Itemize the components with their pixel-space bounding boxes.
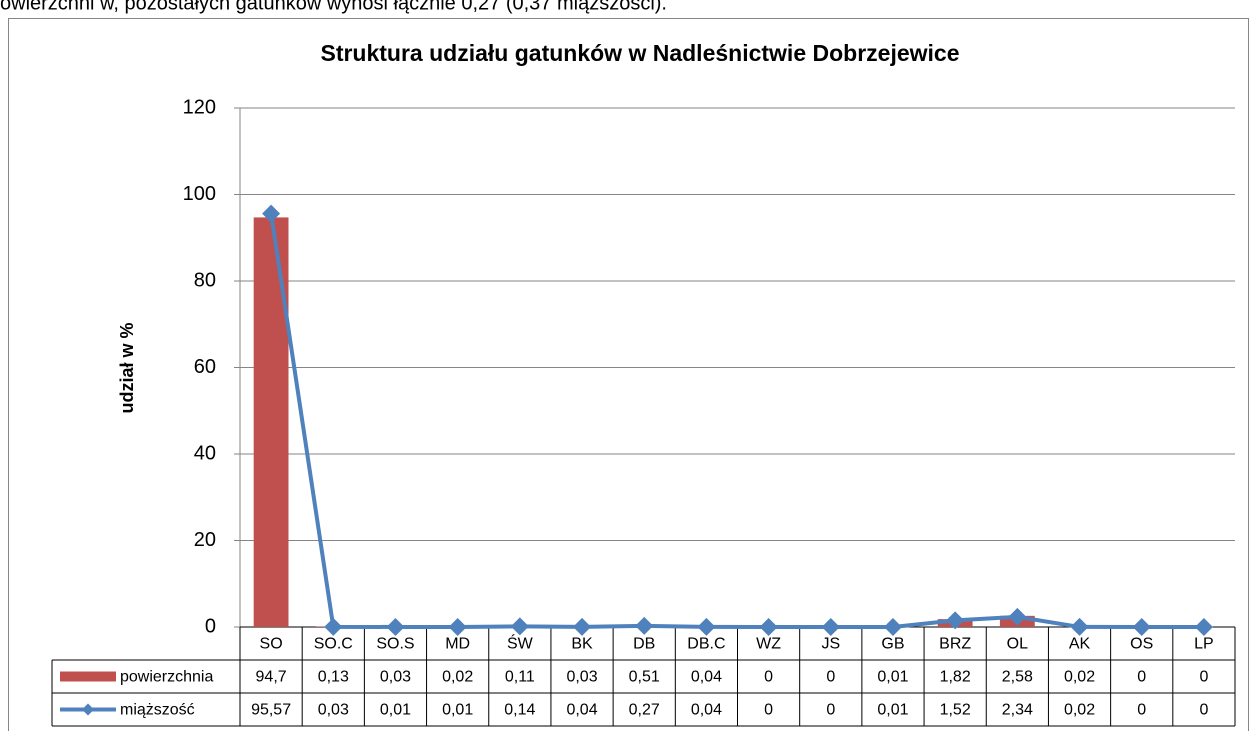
marker [510,617,529,636]
table-value: 0,04 [691,702,722,719]
table-value: 0 [826,702,835,719]
table-value: 0 [764,702,773,719]
table-value: 1,52 [940,702,971,719]
table-value: 0,01 [877,669,908,686]
table-value: 0,01 [877,702,908,719]
bar [253,217,289,628]
table-value: 0,02 [1064,702,1095,719]
x-tick-label: ŚW [507,634,534,653]
x-tick-label: SO [260,636,283,653]
table-value: 0,51 [629,669,660,686]
table-value: 0,27 [629,702,660,719]
table-value: 1,82 [940,669,971,686]
table-value: 95,57 [251,702,291,719]
line [269,213,1204,629]
table-value: 0 [1137,702,1146,719]
x-tick-label: WZ [756,636,781,653]
chart-title: Struktura udziału gatunków w Nadleśnictw… [320,40,959,66]
legend-label: miąższość [120,702,195,719]
y-tick-label: 0 [205,615,216,637]
marker [946,611,965,630]
x-tick-label: BRZ [939,636,971,653]
marker [386,617,405,636]
y-tick-label: 120 [183,96,216,118]
y-tick-label: 100 [183,183,216,205]
y-axis-label: udział w % [117,322,137,413]
table-value: 0 [826,669,835,686]
x-tick-label: SO.S [376,636,414,653]
x-tick-label: OL [1007,636,1028,653]
marker [697,617,716,636]
marker [1008,607,1027,626]
y-tick-label: 40 [194,442,216,464]
table-value: 0 [1199,669,1208,686]
y-tick-label: 20 [194,529,216,551]
marker [573,617,592,636]
marker [1132,618,1151,636]
marker [448,617,467,636]
marker [1194,618,1213,636]
table-value: 0,04 [566,702,597,719]
marker [262,204,281,223]
marker [883,617,902,636]
x-tick-label: AK [1069,636,1091,653]
table-value: 0 [1137,669,1146,686]
table-value: 94,7 [256,669,287,686]
table-value: 0,03 [380,669,411,686]
y-tick-label: 60 [194,356,216,378]
x-tick-label: GB [881,636,904,653]
marker [635,616,654,635]
legend-swatch [60,671,116,682]
legend-marker [82,703,94,716]
x-tick-label: LP [1194,636,1214,653]
table-value: 2,34 [1002,702,1033,719]
marker [821,618,840,636]
table-value: 0,13 [318,669,349,686]
y-tick-label: 80 [194,269,216,291]
x-tick-label: DB.C [687,636,725,653]
table-value: 0 [764,669,773,686]
x-tick-label: MD [445,636,470,653]
x-tick-label: SO.C [314,636,353,653]
legend-label: powierzchnia [120,669,213,686]
x-tick-label: JS [821,636,840,653]
table-value: 0,02 [442,669,473,686]
table-value: 0,01 [442,702,473,719]
table-value: 2,58 [1002,669,1033,686]
x-tick-label: DB [633,636,655,653]
table-value: 0,02 [1064,669,1095,686]
intro-text: owierzchni w, pozostałych gatunków wynos… [0,0,667,14]
marker [324,617,343,636]
marker [1070,617,1089,636]
x-tick-label: BK [571,636,593,653]
table-value: 0,01 [380,702,411,719]
table-value: 0,14 [504,702,535,719]
table-value: 0,03 [566,669,597,686]
chart-frame [8,18,1249,731]
table-value: 0,03 [318,702,349,719]
marker [759,618,778,636]
table-value: 0 [1199,702,1208,719]
x-tick-label: OS [1130,636,1153,653]
table-value: 0,04 [691,669,722,686]
table-value: 0,11 [505,669,535,686]
